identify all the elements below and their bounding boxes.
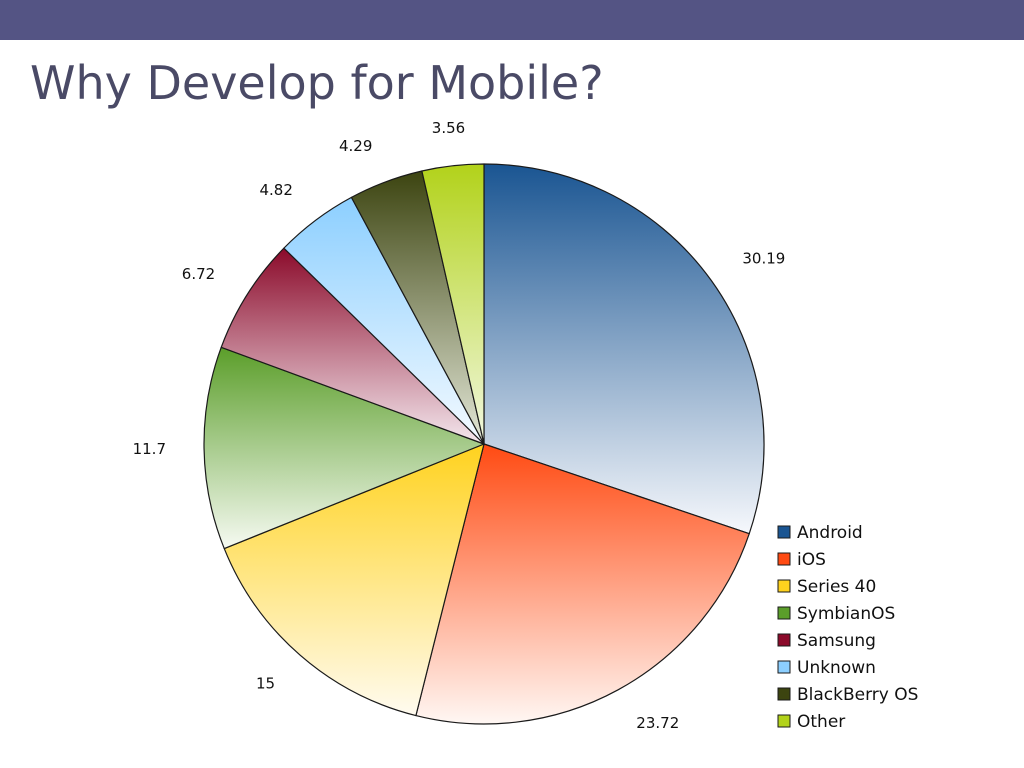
- legend-label-unknown: Unknown: [797, 658, 876, 678]
- data-label-blackberry-os: 4.29: [339, 137, 372, 155]
- legend-swatch-unknown: [777, 660, 791, 674]
- legend-label-blackberry-os: BlackBerry OS: [797, 685, 918, 705]
- pie-slice-samsung: [220, 247, 485, 445]
- data-label-symbianos: 11.7: [133, 440, 166, 458]
- data-label-samsung: 6.72: [182, 265, 215, 283]
- data-label-series-40: 15: [256, 675, 275, 693]
- pie-slice-series-40: [223, 443, 485, 717]
- pie-slices: [203, 163, 765, 725]
- legend-swatch-other: [777, 714, 791, 728]
- pie-data-labels: 30.19 23.72 15 11.7 6.72 4.82 4.29 3.56: [133, 119, 786, 732]
- pie-slice-symbianos: [203, 346, 485, 550]
- legend-item-android: Android: [777, 523, 863, 543]
- pie-slice-ios: [415, 443, 750, 725]
- legend: Android iOS Series 40 SymbianOS Samsung Unkno…: [777, 523, 918, 732]
- legend-item-samsung: Samsung: [777, 631, 876, 651]
- legend-swatch-symbianos: [777, 606, 791, 620]
- legend-label-series-40: Series 40: [797, 577, 876, 597]
- legend-item-ios: iOS: [777, 550, 826, 570]
- legend-item-series-40: Series 40: [777, 577, 876, 597]
- legend-swatch-blackberry-os: [777, 687, 791, 701]
- legend-label-android: Android: [797, 523, 863, 543]
- legend-label-other: Other: [797, 712, 845, 732]
- slide-top-bar: [0, 0, 1024, 40]
- legend-label-ios: iOS: [797, 550, 826, 570]
- legend-swatch-series-40: [777, 579, 791, 593]
- data-label-other: 3.56: [432, 119, 465, 137]
- legend-swatch-samsung: [777, 633, 791, 647]
- legend-swatch-android: [777, 525, 791, 539]
- legend-item-other: Other: [777, 712, 845, 732]
- legend-label-samsung: Samsung: [797, 631, 876, 651]
- legend-swatch-ios: [777, 552, 791, 566]
- pie-slice-android: [483, 163, 765, 535]
- legend-item-symbianos: SymbianOS: [777, 604, 895, 624]
- legend-item-blackberry-os: BlackBerry OS: [777, 685, 918, 705]
- data-label-android: 30.19: [742, 250, 785, 268]
- data-label-unknown: 4.82: [259, 181, 292, 199]
- pie-slice-other: [421, 163, 485, 445]
- slide-title: Why Develop for Mobile?: [30, 56, 604, 110]
- legend-label-symbianos: SymbianOS: [797, 604, 895, 624]
- legend-item-unknown: Unknown: [777, 658, 876, 678]
- data-label-ios: 23.72: [636, 714, 679, 732]
